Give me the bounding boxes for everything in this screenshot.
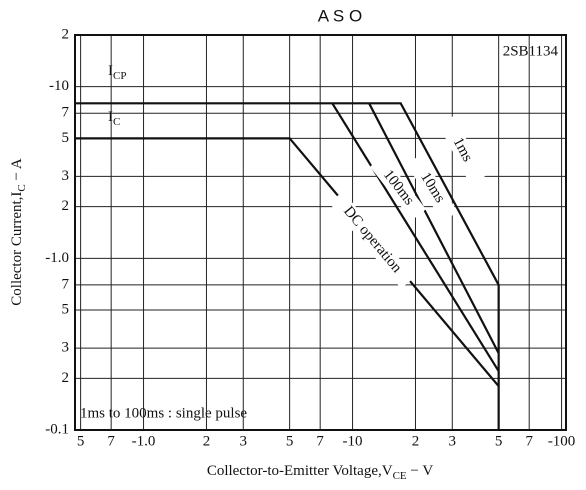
y-tick-label: 7	[62, 105, 70, 121]
y-tick-label: -0.1	[45, 421, 69, 437]
label-background	[329, 191, 415, 289]
label-background	[369, 155, 427, 221]
chart-title: A S O	[318, 6, 362, 25]
x-tick-label: 5	[286, 433, 294, 449]
y-axis-title: Collector Current,IC − A	[9, 158, 27, 306]
x-tick-label: -10	[343, 433, 363, 449]
y-tick-label: 2	[62, 370, 70, 386]
series-label: DC operation	[340, 203, 405, 276]
x-axis-title: Collector-to-Emitter Voltage,VCE − V	[207, 463, 434, 481]
x-tick-label: 2	[412, 433, 420, 449]
ic-main: I	[108, 109, 113, 125]
icp-main: I	[108, 63, 113, 79]
x-tick-label: 2	[203, 433, 211, 449]
note: 1ms to 100ms : single pulse	[80, 405, 247, 421]
y-title-sub: C	[16, 184, 28, 191]
y-tick-label: 7	[62, 276, 70, 292]
label-background	[438, 115, 486, 185]
x-tick-label: 5	[495, 433, 503, 449]
x-title-main: Collector-to-Emitter Voltage,V	[207, 463, 393, 479]
x-tick-label: -100	[548, 433, 576, 449]
ic-sub: C	[113, 116, 120, 128]
x-tick-label: 5	[77, 433, 85, 449]
ic-label: IC	[108, 109, 120, 127]
y-tick-label: 2	[62, 198, 70, 214]
x-tick-label: 7	[107, 433, 115, 449]
label-background	[406, 154, 458, 222]
x-title-tail: − V	[407, 463, 434, 479]
x-tick-label: 3	[240, 433, 248, 449]
x-tick-label: -1.0	[132, 433, 156, 449]
y-tick-label: 5	[62, 301, 70, 317]
part-number: 2SB1134	[503, 43, 559, 59]
y-tick-label: 2	[62, 26, 70, 42]
icp-sub: CP	[113, 70, 126, 82]
x-tick-label: 3	[449, 433, 457, 449]
x-tick-label: 7	[525, 433, 533, 449]
curve	[75, 137, 500, 387]
x-tick-label: 7	[316, 433, 324, 449]
icp-label: ICP	[108, 63, 126, 81]
curve	[75, 102, 500, 430]
y-tick-label: 3	[62, 340, 70, 356]
y-title-tail: − A	[9, 158, 25, 184]
plot-frame	[74, 34, 567, 431]
curve	[331, 102, 500, 372]
x-title-sub: CE	[393, 470, 407, 482]
y-tick-label: 5	[62, 130, 70, 146]
y-tick-label: -10	[49, 78, 69, 94]
y-title-main: Collector Current,I	[9, 192, 25, 306]
y-tick-label: -1.0	[45, 250, 69, 266]
y-tick-label: 3	[62, 168, 70, 184]
curve	[368, 102, 500, 354]
